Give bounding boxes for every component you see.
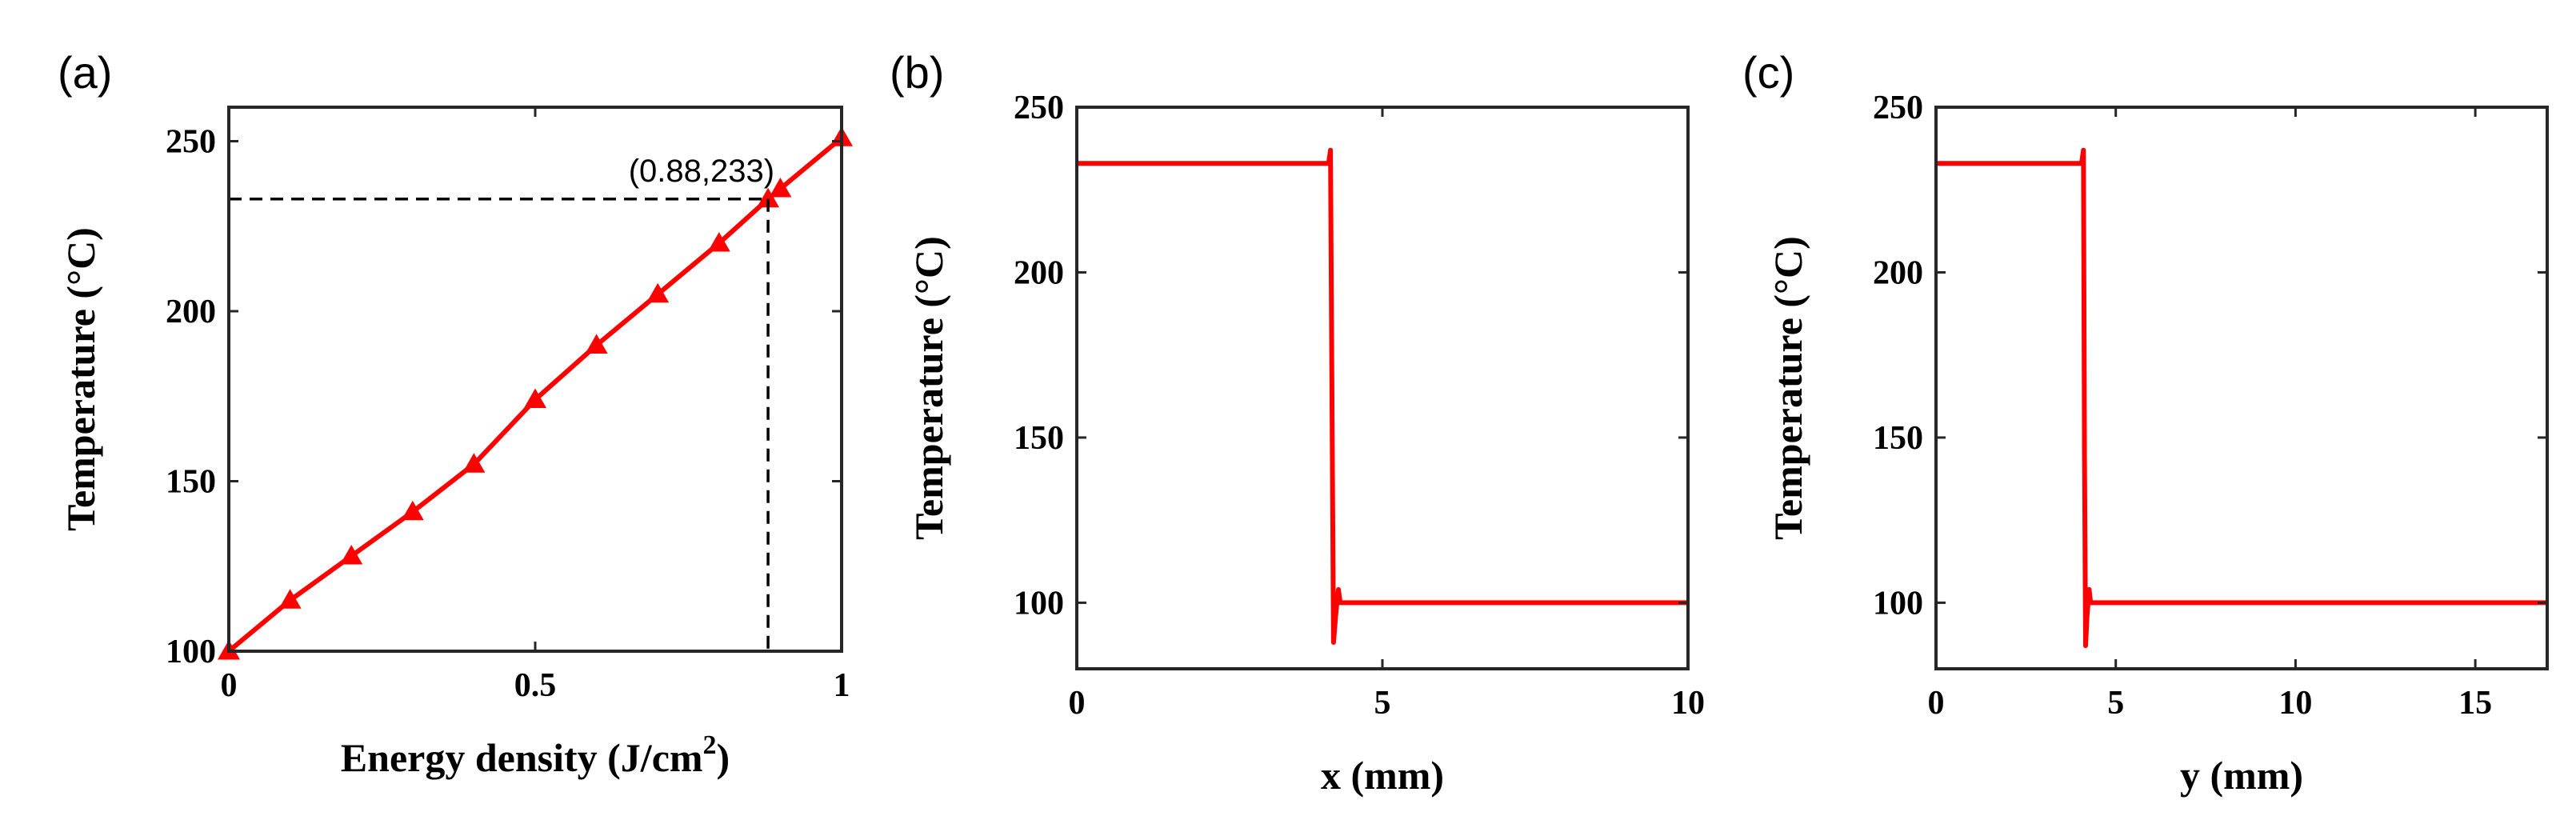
- data-point-marker: [524, 388, 546, 408]
- x-axis-title-text: y (mm): [2180, 753, 2303, 798]
- y-tick-label: 150: [1014, 420, 1064, 457]
- series-line: [1077, 147, 1688, 645]
- data-point-marker: [278, 589, 302, 609]
- y-tick-label: 250: [1873, 90, 1923, 126]
- x-tick-label: 0: [1928, 685, 1945, 722]
- x-axis-title: x (mm): [1321, 753, 1444, 798]
- y-tick-label: 250: [1014, 90, 1064, 126]
- x-tick-label: 5: [1374, 685, 1391, 722]
- y-axis-title: Temperature (°C): [906, 236, 951, 540]
- x-axis-title-text: Energy density (J/cm: [341, 735, 703, 780]
- x-axis-title: Energy density (J/cm2): [341, 730, 730, 780]
- y-tick-label: 200: [1873, 254, 1923, 291]
- x-tick-label: 0: [1069, 685, 1086, 722]
- x-tick-label: 5: [2107, 685, 2124, 722]
- axes-box: [1934, 106, 2549, 670]
- data-point-marker: [340, 545, 363, 565]
- y-tick-label: 150: [166, 464, 216, 501]
- y-tick-label: 150: [1873, 420, 1923, 457]
- x-axis-title-text: x (mm): [1321, 753, 1444, 798]
- x-tick-label: 10: [2278, 685, 2312, 722]
- x-axis-title-superscript: 2: [703, 730, 717, 760]
- chart-panel-2: (b) 0 5 10 100 150 200 250 x (mm) Temperature (°C…: [890, 47, 1705, 798]
- panel-label: (b): [890, 47, 944, 98]
- data-point-marker: [769, 178, 792, 198]
- y-tick-label: 100: [166, 634, 216, 670]
- x-tick-label: 15: [2458, 685, 2492, 722]
- panel-label: (a): [58, 47, 112, 98]
- axes-box: [1075, 106, 1690, 670]
- data-point-marker: [757, 187, 780, 208]
- panel-label: (c): [1742, 47, 1794, 98]
- chart-panel-1: (a) (0.88,233) 0 0.5 1 100 150 200 250 Energy den…: [58, 47, 853, 780]
- point-annotation: (0.88,233): [629, 154, 774, 189]
- y-tick-label: 100: [1014, 585, 1064, 622]
- x-axis-title-end: ): [717, 735, 730, 780]
- x-tick-label: 0: [221, 667, 238, 704]
- y-axis-title: Temperature (°C): [1766, 236, 1810, 540]
- y-tick-label: 200: [1014, 254, 1064, 291]
- y-tick-label: 200: [166, 294, 216, 330]
- x-axis-title: y (mm): [2180, 753, 2303, 798]
- x-tick-label: 1: [834, 667, 850, 704]
- y-axis-title: Temperature (°C): [58, 227, 103, 531]
- series-line: [1936, 147, 2547, 649]
- y-tick-label: 100: [1873, 585, 1923, 622]
- axes-box: [227, 106, 843, 653]
- y-tick-label: 250: [166, 124, 216, 161]
- data-point-marker: [707, 232, 730, 252]
- data-point-marker: [646, 282, 670, 303]
- data-point-marker: [585, 334, 608, 354]
- chart-panel-3: (c) 0 5 10 15 100 150 200 250 y (mm) Temperature (…: [1742, 47, 2549, 798]
- data-point-marker: [401, 500, 424, 521]
- data-point-marker: [462, 453, 486, 473]
- x-tick-label: 10: [1671, 685, 1705, 722]
- x-tick-label: 0.5: [514, 667, 557, 704]
